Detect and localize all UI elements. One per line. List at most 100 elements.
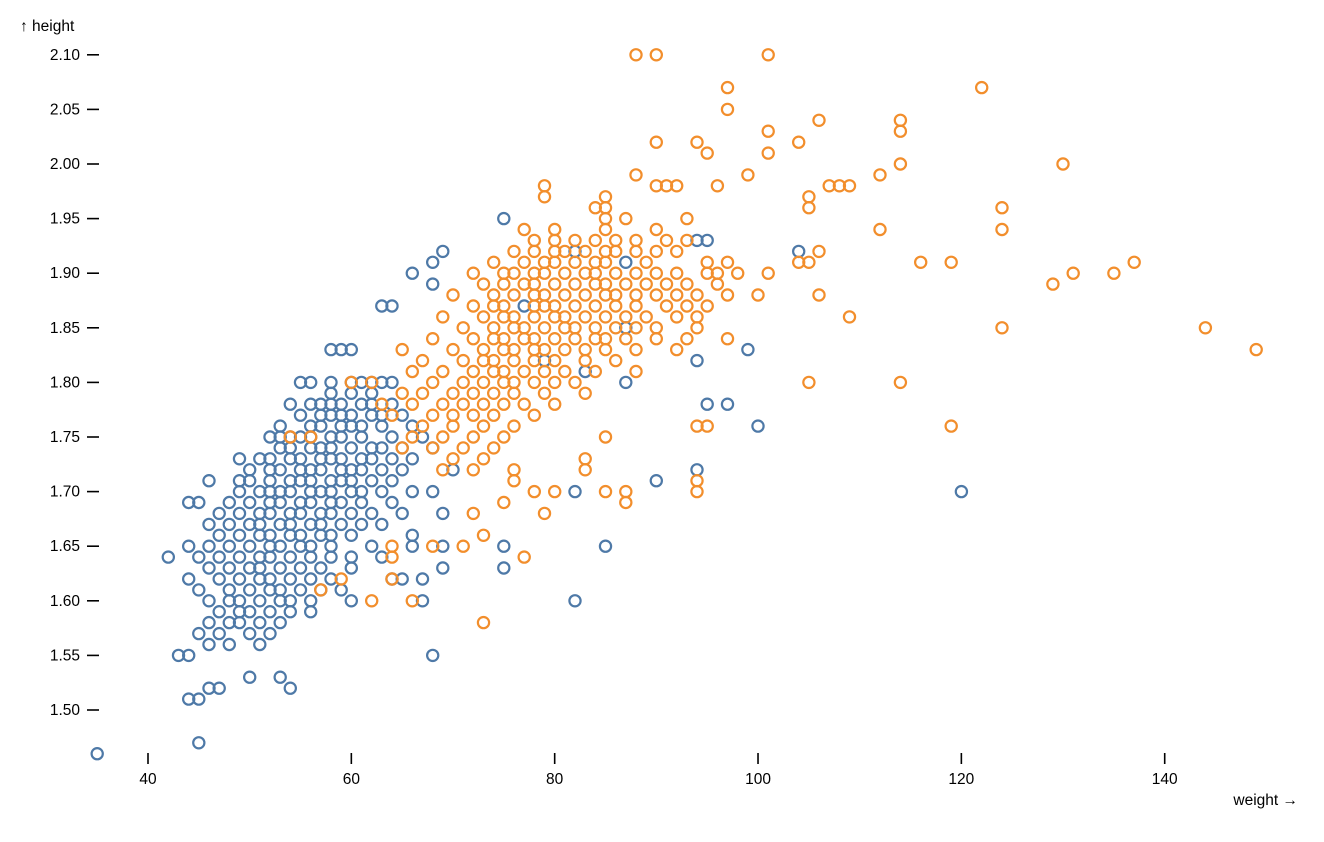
data-point-blue (619, 375, 633, 390)
data-point-blue (222, 561, 236, 575)
data-point-orange (578, 266, 592, 280)
data-point-orange (365, 375, 379, 390)
data-point-orange (548, 484, 562, 499)
data-point-orange (446, 386, 460, 400)
data-point-orange (690, 310, 704, 324)
data-point-orange (598, 342, 613, 357)
data-point-blue (192, 626, 206, 641)
data-point-blue (385, 474, 399, 488)
data-point-orange (619, 484, 633, 499)
y-tick-label: 2.05 (50, 101, 80, 118)
data-point-orange (598, 484, 613, 499)
data-point-orange (344, 375, 358, 390)
data-point-orange (802, 200, 816, 215)
data-point-blue (222, 637, 236, 652)
data-point-blue (344, 506, 358, 521)
data-point-orange (639, 310, 653, 324)
data-point-orange (680, 277, 694, 291)
data-point-orange (436, 397, 450, 411)
data-point-blue (405, 484, 419, 499)
data-point-orange (842, 179, 857, 193)
data-point-orange (415, 386, 430, 400)
data-point-orange (476, 397, 491, 411)
data-point-orange (415, 419, 430, 433)
data-point-orange (476, 342, 491, 357)
data-point-orange (639, 277, 653, 291)
data-point-orange (537, 266, 552, 280)
data-point-orange (507, 353, 521, 368)
data-point-blue (212, 626, 226, 641)
data-point-orange (670, 288, 684, 302)
data-point-orange (507, 244, 521, 259)
data-point-orange (517, 277, 531, 291)
data-point-blue (283, 397, 297, 411)
data-point-blue (690, 463, 704, 477)
data-point-orange (487, 364, 501, 379)
data-point-orange (1198, 321, 1213, 335)
data-point-orange (873, 168, 887, 182)
data-point-orange (456, 539, 470, 553)
data-point-blue (293, 561, 308, 575)
x-tick-label: 140 (1152, 771, 1178, 788)
data-point-orange (375, 397, 389, 411)
data-point-orange (873, 222, 887, 237)
data-point-orange (812, 244, 826, 259)
data-point-orange (720, 255, 735, 269)
data-point-blue (598, 539, 613, 553)
data-point-blue (375, 517, 389, 532)
data-point-blue (273, 670, 287, 684)
data-point-orange (517, 550, 531, 564)
data-point-blue (232, 572, 247, 586)
data-point-orange (517, 364, 531, 379)
data-point-blue (741, 342, 755, 357)
data-point-blue (293, 583, 308, 597)
data-point-orange (517, 332, 531, 346)
data-point-orange (426, 408, 440, 422)
data-point-blue (202, 561, 216, 575)
data-point-blue (192, 495, 206, 510)
data-point-orange (537, 179, 552, 193)
data-point-blue (222, 583, 236, 597)
data-point-blue (253, 594, 267, 608)
data-point-blue (426, 277, 440, 291)
data-point-orange (578, 310, 592, 324)
data-point-orange (537, 342, 552, 357)
data-point-orange (619, 277, 633, 291)
data-point-orange (629, 168, 643, 182)
data-point-blue (232, 452, 247, 466)
data-point-orange (476, 419, 491, 433)
data-point-blue (242, 474, 257, 488)
data-point-blue (304, 605, 318, 619)
y-tick-label: 1.55 (50, 647, 80, 664)
data-point-orange (609, 244, 623, 259)
data-point-blue (232, 615, 247, 630)
data-point-blue (232, 550, 247, 564)
data-point-orange (507, 288, 521, 302)
data-point-orange (680, 332, 694, 346)
data-point-blue (334, 342, 348, 357)
data-point-orange (466, 408, 480, 422)
data-point-blue (324, 375, 338, 390)
data-point-blue (304, 594, 318, 608)
data-point-orange (507, 386, 521, 400)
data-point-orange (487, 408, 501, 422)
data-point-blue (283, 550, 297, 564)
data-point-orange (405, 397, 419, 411)
data-point-orange (456, 397, 470, 411)
data-point-orange (548, 277, 562, 291)
data-point-blue (385, 452, 399, 466)
data-point-orange (893, 113, 908, 128)
data-point-orange (761, 266, 775, 280)
data-point-orange (568, 233, 582, 248)
data-point-orange (700, 146, 714, 160)
data-point-orange (568, 299, 582, 313)
data-point-orange (476, 310, 491, 324)
data-point-orange (446, 452, 460, 466)
data-point-blue (354, 463, 369, 477)
data-point-orange (466, 386, 480, 400)
y-tick-label: 2.00 (50, 156, 81, 173)
data-point-orange (487, 255, 501, 269)
data-point-blue (415, 572, 430, 586)
data-point-blue (344, 528, 358, 543)
